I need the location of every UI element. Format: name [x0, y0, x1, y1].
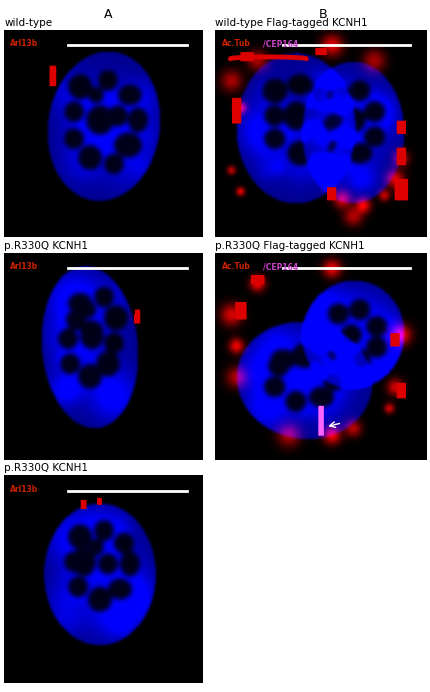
Text: A: A [103, 8, 112, 21]
FancyBboxPatch shape [235, 302, 246, 320]
FancyBboxPatch shape [240, 52, 253, 62]
FancyBboxPatch shape [231, 98, 241, 124]
Text: p.R330Q KCNH1: p.R330Q KCNH1 [4, 241, 88, 251]
FancyBboxPatch shape [396, 120, 405, 134]
Text: wild-type Flag-tagged KCNH1: wild-type Flag-tagged KCNH1 [215, 18, 367, 28]
FancyBboxPatch shape [97, 498, 101, 505]
FancyBboxPatch shape [326, 187, 335, 201]
Text: Ac.Tub: Ac.Tub [221, 262, 250, 271]
Text: Arl13b: Arl13b [10, 262, 38, 271]
Text: B: B [318, 8, 327, 21]
Text: p.R330Q Flag-tagged KCNH1: p.R330Q Flag-tagged KCNH1 [215, 241, 364, 251]
FancyBboxPatch shape [315, 48, 326, 55]
FancyBboxPatch shape [396, 383, 405, 399]
Text: p.R330Q KCNH1: p.R330Q KCNH1 [4, 464, 88, 473]
FancyBboxPatch shape [394, 179, 407, 201]
FancyBboxPatch shape [390, 333, 399, 347]
Text: /CEP164: /CEP164 [262, 39, 298, 48]
FancyBboxPatch shape [135, 309, 140, 316]
FancyBboxPatch shape [80, 500, 86, 509]
FancyBboxPatch shape [49, 66, 56, 86]
Text: wild-type: wild-type [4, 18, 52, 28]
Text: Arl13b: Arl13b [10, 485, 38, 494]
FancyBboxPatch shape [250, 275, 264, 284]
FancyBboxPatch shape [318, 406, 323, 436]
Text: /CEP164: /CEP164 [262, 262, 298, 271]
FancyBboxPatch shape [134, 314, 140, 324]
Text: Arl13b: Arl13b [10, 39, 38, 48]
Text: Ac.Tub: Ac.Tub [221, 39, 250, 48]
FancyBboxPatch shape [396, 147, 405, 165]
